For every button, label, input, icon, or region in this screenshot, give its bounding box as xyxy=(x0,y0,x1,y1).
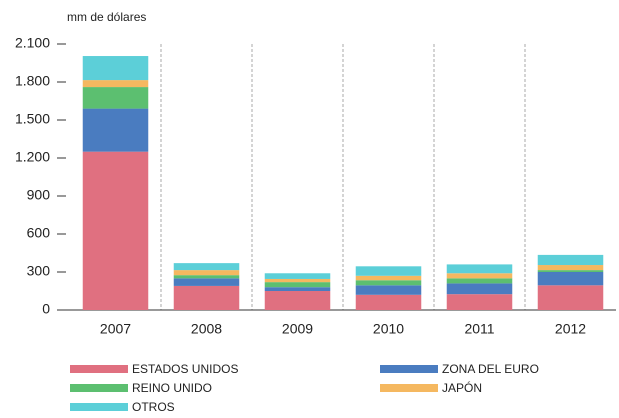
bar-segment xyxy=(82,56,149,81)
bar-segment xyxy=(446,278,513,284)
bar-segment xyxy=(173,275,240,279)
bar-segment xyxy=(173,270,240,276)
bar-segment xyxy=(355,285,422,295)
bar-segment xyxy=(446,294,513,310)
bar-segment xyxy=(173,278,240,286)
y-tick-label: 0 xyxy=(42,301,50,317)
bar-segment xyxy=(537,285,604,310)
y-tick-label: 1.200 xyxy=(15,149,50,165)
x-tick-label: 2009 xyxy=(282,321,313,337)
x-tick-label: 2012 xyxy=(555,321,586,337)
bar-segment xyxy=(355,294,422,310)
bar-segment xyxy=(355,280,422,286)
legend-label: REINO UNIDO xyxy=(132,381,212,395)
bar-segment xyxy=(264,273,331,279)
bar-segment xyxy=(537,265,604,271)
legend-swatch xyxy=(380,384,438,392)
bar-segment xyxy=(264,287,331,291)
bar-segment xyxy=(173,263,240,271)
bar-segment xyxy=(82,87,149,109)
bar-segment xyxy=(82,80,149,88)
legend-swatch xyxy=(70,365,128,373)
x-tick-label: 2010 xyxy=(373,321,404,337)
bar-segment xyxy=(537,254,604,266)
bar-segment xyxy=(264,282,331,288)
legend-swatch xyxy=(70,384,128,392)
bar-segment xyxy=(446,273,513,279)
y-tick-label: 1.500 xyxy=(15,111,50,127)
bar-segment xyxy=(355,275,422,281)
bar-segment xyxy=(537,270,604,272)
bar-segment xyxy=(355,266,422,276)
y-axis-label: mm de dólares xyxy=(67,10,146,24)
y-tick-label: 900 xyxy=(27,187,51,203)
bar-segment xyxy=(446,264,513,274)
y-tick-label: 300 xyxy=(27,263,51,279)
bar-segment xyxy=(173,285,240,310)
bar-segment xyxy=(537,272,604,286)
bar-segment xyxy=(264,278,331,283)
legend-swatch xyxy=(70,403,128,411)
x-tick-label: 2007 xyxy=(100,321,131,337)
bar-segment xyxy=(446,283,513,295)
legend-label: ZONA DEL EURO xyxy=(442,362,539,376)
x-tick-label: 2008 xyxy=(191,321,222,337)
y-tick-label: 2.100 xyxy=(15,35,50,51)
bar-segment xyxy=(82,151,149,310)
x-tick-label: 2011 xyxy=(464,321,494,337)
legend-label: JAPÓN xyxy=(442,380,482,395)
bar-segment xyxy=(82,108,149,152)
legend-label: OTROS xyxy=(132,400,175,414)
y-tick-label: 1.800 xyxy=(15,73,50,89)
y-tick-label: 600 xyxy=(27,225,51,241)
legend-swatch xyxy=(380,365,438,373)
bar-segment xyxy=(264,291,331,310)
legend-label: ESTADOS UNIDOS xyxy=(132,362,238,376)
